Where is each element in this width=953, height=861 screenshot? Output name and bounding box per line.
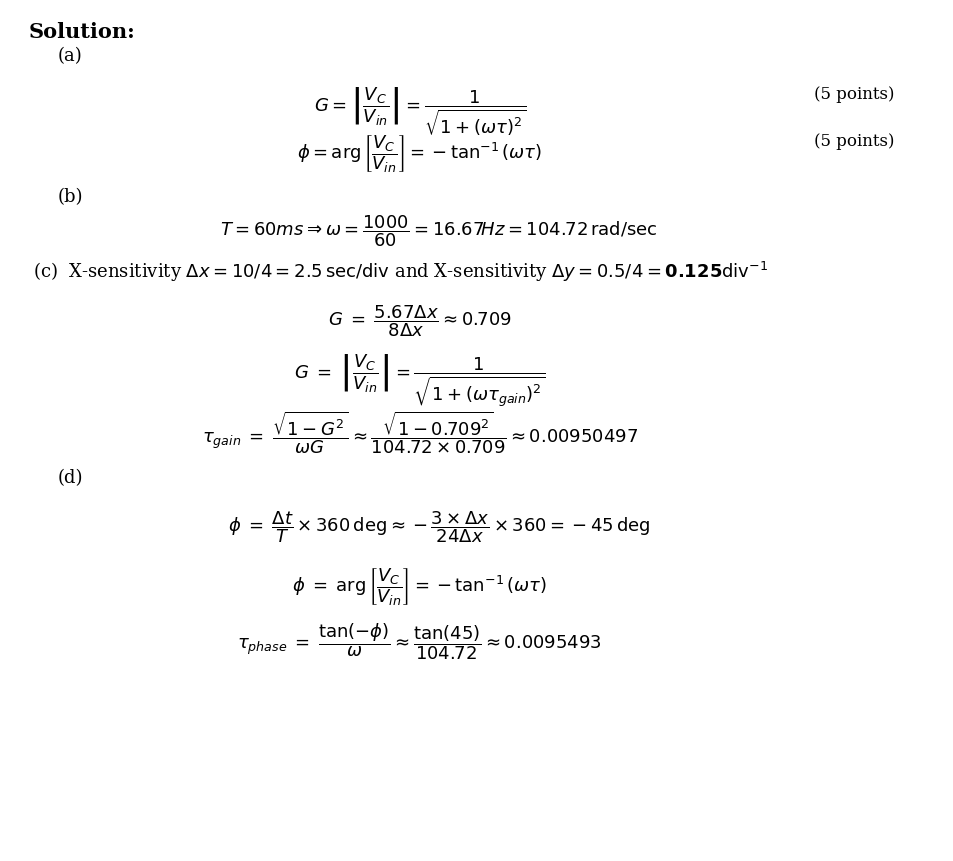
Text: (a): (a) bbox=[57, 47, 82, 65]
Text: $\tau_{gain} \;=\; \dfrac{\sqrt{1-G^2}}{\omega G} \approx \dfrac{\sqrt{1-0.709^2: $\tau_{gain} \;=\; \dfrac{\sqrt{1-G^2}}{… bbox=[201, 409, 638, 455]
Text: $G = \left|\dfrac{V_C}{V_{in}}\right| = \dfrac{1}{\sqrt{1+(\omega\tau)^2}}$: $G = \left|\dfrac{V_C}{V_{in}}\right| = … bbox=[314, 86, 525, 139]
Text: $\phi = \arg\left[\dfrac{V_C}{V_{in}}\right] = -\tan^{-1}(\omega\tau)$: $\phi = \arg\left[\dfrac{V_C}{V_{in}}\ri… bbox=[297, 133, 541, 175]
Text: (b): (b) bbox=[57, 188, 83, 206]
Text: $T = 60ms \Rightarrow \omega = \dfrac{1000}{60} = 16.67Hz = 104.72\,\mathrm{rad/: $T = 60ms \Rightarrow \omega = \dfrac{10… bbox=[220, 214, 657, 249]
Text: (5 points): (5 points) bbox=[813, 133, 893, 151]
Text: $\tau_{phase} \;=\; \dfrac{\tan(-\phi)}{\omega} \approx \dfrac{\tan(45)}{104.72}: $\tau_{phase} \;=\; \dfrac{\tan(-\phi)}{… bbox=[237, 622, 601, 662]
Text: $G \;=\; \left|\dfrac{V_C}{V_{in}}\right| = \dfrac{1}{\sqrt{1+(\omega\tau_{gain}: $G \;=\; \left|\dfrac{V_C}{V_{in}}\right… bbox=[294, 353, 545, 409]
Text: $\phi \;=\; \arg\left[\dfrac{V_C}{V_{in}}\right] = -\tan^{-1}(\omega\tau)$: $\phi \;=\; \arg\left[\dfrac{V_C}{V_{in}… bbox=[292, 567, 547, 608]
Text: Solution:: Solution: bbox=[29, 22, 135, 42]
Text: (c)  X-sensitivity $\Delta x = 10/4 = 2.5\,\mathrm{sec}/\mathrm{div}$ and X-sens: (c) X-sensitivity $\Delta x = 10/4 = 2.5… bbox=[33, 260, 768, 284]
Text: $\phi \;=\; \dfrac{\Delta t}{T}\times 360\,\mathrm{deg} \approx -\dfrac{3\times\: $\phi \;=\; \dfrac{\Delta t}{T}\times 36… bbox=[228, 510, 649, 545]
Text: (d): (d) bbox=[57, 469, 83, 487]
Text: (5 points): (5 points) bbox=[813, 86, 893, 103]
Text: $G \;=\; \dfrac{5.67\Delta x}{8\Delta x} \approx 0.709$: $G \;=\; \dfrac{5.67\Delta x}{8\Delta x}… bbox=[327, 303, 512, 338]
